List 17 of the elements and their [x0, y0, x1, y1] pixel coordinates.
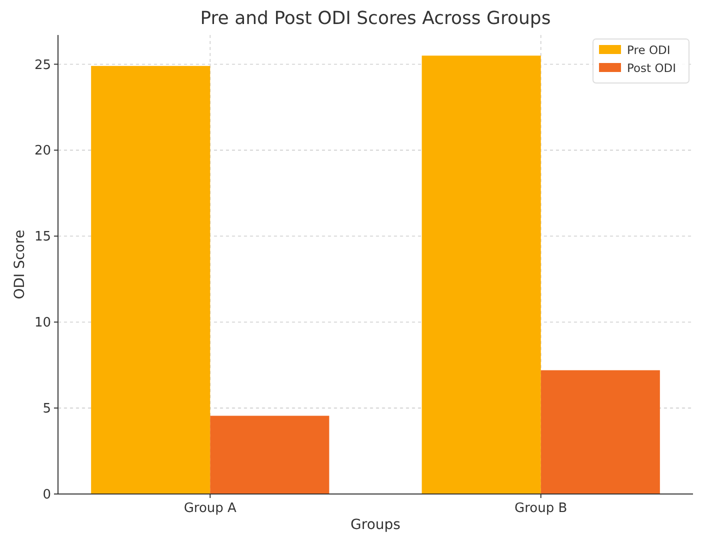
x-tick-label: Group A — [184, 501, 237, 516]
chart-title: Pre and Post ODI Scores Across Groups — [200, 8, 551, 29]
y-axis-title: ODI Score — [12, 230, 28, 300]
bar — [422, 56, 541, 494]
y-tick-label: 20 — [34, 144, 51, 159]
x-axis-title: Groups — [350, 517, 400, 533]
bar — [540, 370, 660, 494]
y-tick-label: 5 — [42, 402, 51, 417]
x-tick-label: Group B — [514, 501, 568, 516]
legend-label: Post ODI — [627, 61, 676, 76]
y-tick-label: 10 — [34, 316, 51, 331]
legend-label: Pre ODI — [627, 43, 670, 58]
y-tick-label: 15 — [34, 230, 51, 245]
bar — [210, 416, 330, 494]
y-tick-label: 25 — [34, 58, 51, 73]
bar — [91, 66, 210, 494]
y-tick-label: 0 — [42, 488, 51, 503]
